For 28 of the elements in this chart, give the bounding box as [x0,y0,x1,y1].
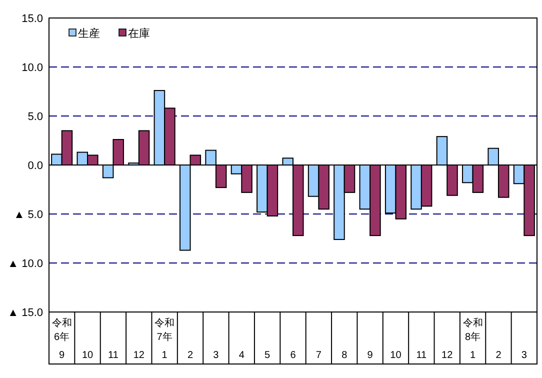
x-tick-label: 7 [316,350,322,361]
x-tick-label: 5 [264,350,271,361]
x-tick-label: 8 [342,350,348,361]
x-tick-label: 令和 8年 1 [462,317,483,361]
legend-label: 在庫 [128,27,150,40]
legend-label: 生産 [78,27,100,40]
x-tick-label: 10 [390,350,402,361]
y-tick-label: 0.0 [28,160,43,172]
x-tick-label: 12 [133,350,145,361]
x-tick-label: 3 [213,350,220,361]
x-tick-label: 4 [238,350,245,361]
x-tick-label: 9 [367,350,374,361]
x-tick-label: 6 [290,350,296,361]
y-tick-label: ▲ 5.0 [14,209,43,221]
x-tick-label: 12 [442,350,454,361]
y-tick-label: 10.0 [22,62,43,74]
y-tick-label: 15.0 [22,13,43,25]
x-tick-label: 令和 6年 9 [52,317,72,361]
x-tick-label: 3 [521,350,528,361]
x-tick-label: 11 [108,350,119,361]
y-tick-label: ▲ 10.0 [8,258,43,270]
x-tick-label: 令和 7年 1 [154,317,175,361]
y-tick-label: ▲ 15.0 [8,307,43,319]
x-tick-label: 11 [416,350,428,361]
x-tick-label: 2 [187,350,194,361]
x-tick-label: 10 [82,350,94,361]
y-tick-label: 5.0 [28,111,43,123]
x-tick-label: 2 [496,350,502,361]
